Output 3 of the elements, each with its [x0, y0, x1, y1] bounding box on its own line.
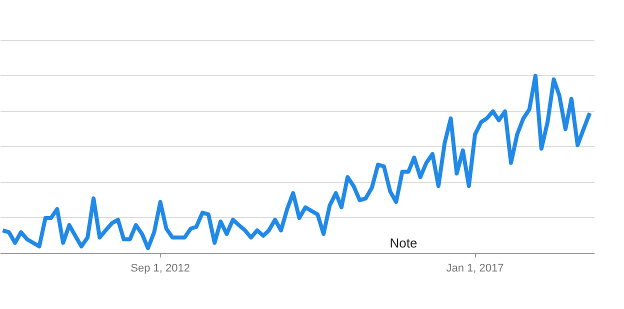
x-tick-label: Sep 1, 2012 [130, 262, 190, 274]
annotation: Note [390, 236, 418, 250]
x-tick-label: Jan 1, 2017 [446, 262, 504, 274]
